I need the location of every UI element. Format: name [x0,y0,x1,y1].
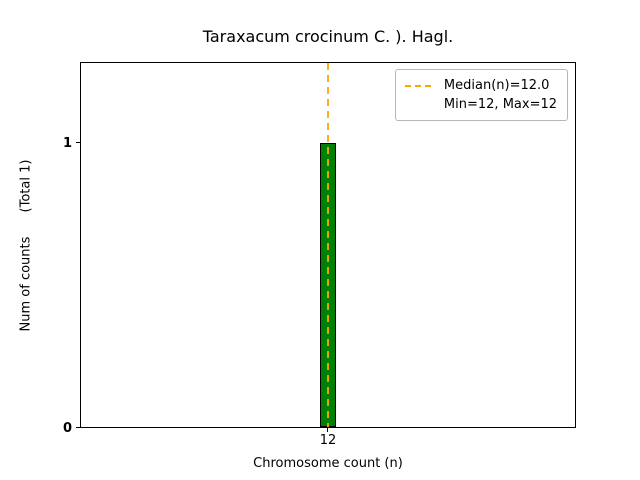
legend-entry-median: Median(n)=12.0 [404,76,557,95]
y-axis-label: Num of counts (Total 1) [6,62,46,428]
legend-label-minmax: Min=12, Max=12 [443,97,557,112]
y-tick-label-1: 1 [62,136,72,151]
legend: Median(n)=12.0 Min=12, Max=12 [394,69,568,121]
legend-label-median: Median(n)=12.0 [443,78,550,93]
y-tick-mark-0 [76,427,80,429]
x-tick-label-12: 12 [319,433,337,448]
bar-12 [320,142,336,427]
plot-area: Median(n)=12.0 Min=12, Max=12 [80,62,576,428]
y-axis-total-annotation: (Total 1) [18,159,34,212]
chart-title: Taraxacum crocinum C. ). Hagl. [202,27,454,46]
y-tick-label-0: 0 [62,421,72,436]
x-axis-label: Chromosome count (n) [253,456,403,471]
legend-entry-minmax: Min=12, Max=12 [404,95,557,114]
legend-empty-sample [404,98,436,112]
y-axis-label-text: Num of counts [18,236,34,331]
dashed-line-icon [404,84,435,87]
y-tick-mark-1 [76,142,80,144]
x-tick-mark-12 [327,428,329,432]
